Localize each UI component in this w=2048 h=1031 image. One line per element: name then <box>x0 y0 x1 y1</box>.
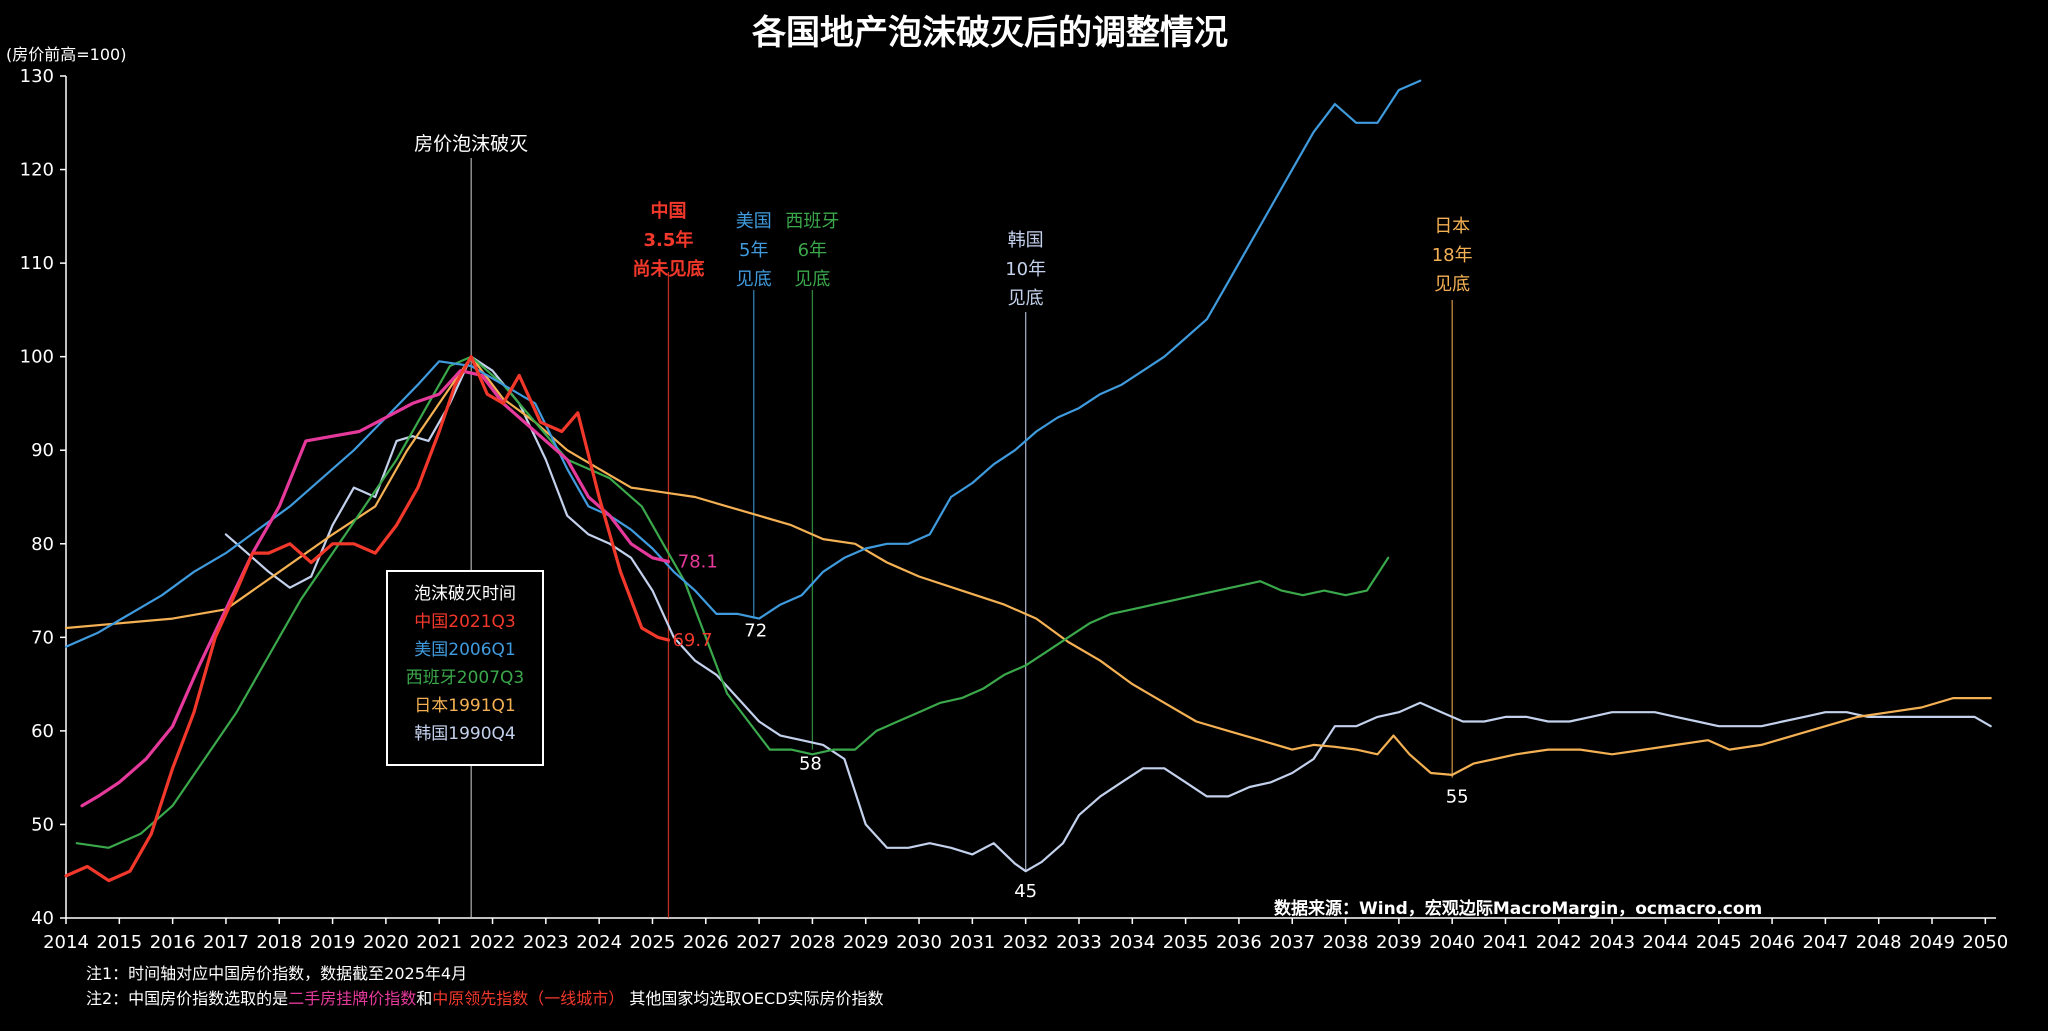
korea-bottom-value: 45 <box>1014 881 1037 902</box>
series-line-china_centaline <box>64 355 671 883</box>
x-tick-label: 2014 <box>43 932 89 953</box>
source-label: 数据来源：Wind，宏观边际MacroMargin，ocmacro.com <box>1274 898 1762 919</box>
legend-title: 泡沫破灭时间 <box>414 584 516 604</box>
x-tick-label: 2047 <box>1802 932 1848 953</box>
footnote-2-prefix: 注2：中国房价指数选取的是 <box>86 989 289 1008</box>
y-tick-label: 130 <box>20 66 54 87</box>
series-lines <box>64 79 1992 883</box>
usa-duration-label: 5年 <box>739 240 768 261</box>
x-tick-label: 2026 <box>683 932 729 953</box>
x-tick-label: 2037 <box>1269 932 1315 953</box>
chart-canvas: 各国地产泡沫破灭后的调整情况 (房价前高=100) 40 50 60 70 80 90 10… <box>6 13 2009 953</box>
x-tick-label: 2046 <box>1749 932 1795 953</box>
china-centaline-end-label: 69.7 <box>672 630 712 651</box>
x-tick-label: 2030 <box>896 932 942 953</box>
korea-duration-label: 见底 <box>1008 288 1044 309</box>
footnote-1: 注1：时间轴对应中国房价指数，数据截至2025年4月 <box>86 964 468 983</box>
series-line-china_listing <box>80 369 671 808</box>
x-tick-label: 2017 <box>203 932 249 953</box>
x-tick-label: 2043 <box>1589 932 1635 953</box>
series-line-spain <box>75 355 1390 849</box>
annotation-lines <box>470 158 1453 918</box>
y-tick-label: 110 <box>20 253 54 274</box>
series-line-usa <box>64 79 1422 648</box>
y-tick-label: 40 <box>31 908 54 929</box>
x-tick-label: 2029 <box>843 932 889 953</box>
legend-item-spain: 西班牙2007Q3 <box>405 668 525 688</box>
x-tick-label: 2021 <box>416 932 462 953</box>
x-tick-label: 2020 <box>363 932 409 953</box>
spain-bottom-value: 58 <box>799 754 822 775</box>
x-tick-label: 2024 <box>576 932 622 953</box>
y-tick-label: 70 <box>31 627 54 648</box>
x-tick-label: 2048 <box>1856 932 1902 953</box>
legend: 泡沫破灭时间 中国2021Q3 美国2006Q1 西班牙2007Q3 日本199… <box>386 570 544 766</box>
x-tick-label: 2036 <box>1216 932 1262 953</box>
china-duration-label: 尚未见底 <box>632 258 704 280</box>
bubble-burst-label: 房价泡沫破灭 <box>414 133 528 155</box>
china-listing-end-label: 78.1 <box>678 552 718 573</box>
x-tick-label: 2022 <box>470 932 516 953</box>
chart-title: 各国地产泡沫破灭后的调整情况 <box>752 13 1228 53</box>
japan-duration-label: 见底 <box>1434 274 1470 295</box>
x-tick-label: 2034 <box>1109 932 1155 953</box>
x-tick-label: 2018 <box>256 932 302 953</box>
x-tick-label: 2028 <box>790 932 836 953</box>
axes: 40 50 60 70 80 90 100 110 120 130 2014 2015 2016 2017… <box>20 66 2009 953</box>
footnote-2-suffix: 其他国家均选取OECD实际房价指数 <box>624 989 884 1008</box>
footnote-2-listing-index: 二手房挂牌价指数 <box>288 989 417 1008</box>
footnote-2: 注2：中国房价指数选取的是二手房挂牌价指数和中原领先指数（一线城市） 其他国家均… <box>86 985 884 1009</box>
y-tick-label: 80 <box>31 534 54 555</box>
y-tick-label: 120 <box>20 160 54 181</box>
spain-duration-label: 6年 <box>798 240 827 261</box>
x-tick-label: 2041 <box>1483 932 1529 953</box>
china-duration-label: 3.5年 <box>644 229 694 251</box>
japan-duration-label: 18年 <box>1432 245 1473 266</box>
korea-duration-label: 韩国 <box>1008 230 1044 251</box>
x-tick-label: 2042 <box>1536 932 1582 953</box>
x-tick-label: 2016 <box>150 932 196 953</box>
china-duration-label: 中国 <box>650 200 686 222</box>
y-tick-label: 90 <box>31 440 54 461</box>
legend-item-usa: 美国2006Q1 <box>414 640 516 660</box>
x-tick-label: 2050 <box>1962 932 2008 953</box>
japan-bottom-value: 55 <box>1446 787 1469 808</box>
x-tick-label: 2019 <box>310 932 356 953</box>
x-tick-label: 2015 <box>96 932 142 953</box>
usa-duration-label: 美国 <box>736 211 772 232</box>
x-tick-label: 2049 <box>1909 932 1955 953</box>
y-tick-label: 50 <box>31 814 54 835</box>
korea-duration-label: 10年 <box>1005 259 1046 280</box>
x-tick-label: 2038 <box>1323 932 1369 953</box>
legend-item-china: 中国2021Q3 <box>414 612 516 632</box>
y-tick-label: 60 <box>31 721 54 742</box>
usa-bottom-value: 72 <box>744 621 767 642</box>
footnote-2-centaline-index: 中原领先指数（一线城市） <box>432 989 625 1008</box>
x-tick-label: 2032 <box>1003 932 1049 953</box>
x-tick-label: 2027 <box>736 932 782 953</box>
x-tick-label: 2025 <box>630 932 676 953</box>
legend-item-japan: 日本1991Q1 <box>414 696 516 716</box>
x-tick-label: 2023 <box>523 932 569 953</box>
x-tick-label: 2040 <box>1429 932 1475 953</box>
y-tick-label: 100 <box>20 347 54 368</box>
x-tick-label: 2033 <box>1056 932 1102 953</box>
x-tick-label: 2045 <box>1696 932 1742 953</box>
y-axis-label: (房价前高=100) <box>6 45 126 64</box>
x-tick-label: 2039 <box>1376 932 1422 953</box>
usa-duration-label: 见底 <box>736 269 772 290</box>
x-tick-label: 2035 <box>1163 932 1209 953</box>
legend-item-korea: 韩国1990Q4 <box>414 724 516 744</box>
series-line-japan <box>64 355 1992 776</box>
spain-duration-label: 西班牙 <box>785 211 839 232</box>
footnote-2-and: 和 <box>416 989 433 1008</box>
japan-duration-label: 日本 <box>1434 216 1470 237</box>
x-tick-label: 2031 <box>949 932 995 953</box>
x-tick-label: 2044 <box>1643 932 1689 953</box>
annotations: 房价泡沫破灭中国3.5年尚未见底美国5年见底西班牙6年见底韩国10年见底日本18… <box>414 133 1762 919</box>
spain-duration-label: 见底 <box>794 269 830 290</box>
